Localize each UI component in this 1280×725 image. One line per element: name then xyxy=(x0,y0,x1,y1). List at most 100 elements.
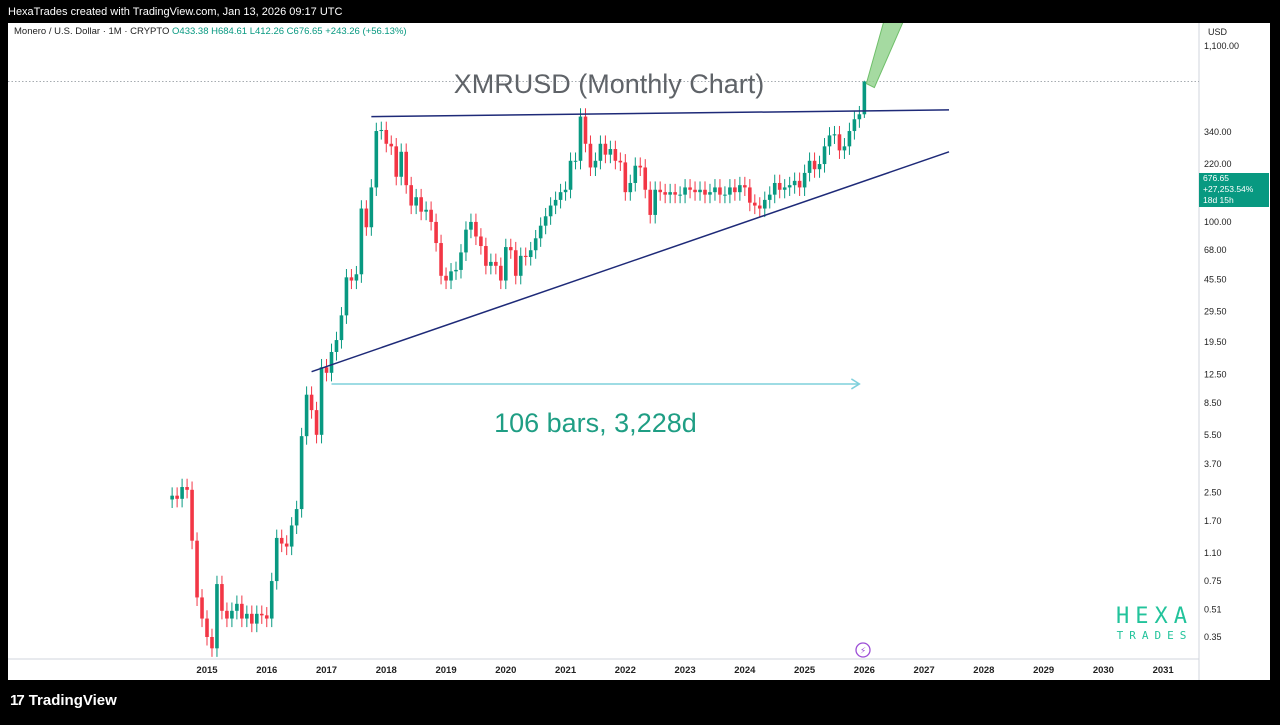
candle-body xyxy=(255,613,259,624)
candlestick-chart[interactable]: 0.35 0.51 0.75 1.10 1.70 2.50 3.70 5.50 8.50 12.5… xyxy=(8,23,1270,680)
candle xyxy=(404,143,408,194)
candle-body xyxy=(703,189,707,195)
x-tick-label: 2019 xyxy=(435,665,456,676)
candle xyxy=(334,331,339,361)
candle-body xyxy=(767,194,772,200)
candle xyxy=(767,186,772,209)
y-tick-label: 68.00 xyxy=(1204,245,1227,255)
candle xyxy=(688,179,692,199)
candle-body xyxy=(215,584,219,649)
chart-panel[interactable]: 0.35 0.51 0.75 1.10 1.70 2.50 3.70 5.50 8.50 12.5… xyxy=(8,23,1270,680)
candle-body xyxy=(748,187,752,203)
x-tick-label: 2023 xyxy=(675,665,696,676)
candle xyxy=(399,143,404,186)
candle xyxy=(259,605,264,624)
candle-body xyxy=(613,149,618,161)
candle-body xyxy=(324,367,329,373)
candle-body xyxy=(733,187,737,193)
y-axis-ticks: 0.35 0.51 0.75 1.10 1.70 2.50 3.70 5.50 8.50 12.5… xyxy=(1204,41,1239,642)
y-tick-label: 8.50 xyxy=(1204,398,1222,408)
candle-body xyxy=(449,271,453,281)
candle xyxy=(175,487,179,508)
y-tick-label: 1.70 xyxy=(1204,516,1222,526)
candle-body xyxy=(568,160,573,190)
x-tick-label: 2028 xyxy=(973,665,994,676)
candle-body xyxy=(334,340,339,352)
hexa-trades-watermark: HEXA TRADES xyxy=(1116,605,1193,643)
candle-body xyxy=(653,189,657,215)
candle xyxy=(583,108,588,153)
candle xyxy=(220,575,224,620)
candle-body xyxy=(245,613,249,619)
candle xyxy=(782,179,787,199)
candle-body xyxy=(523,255,528,258)
candle xyxy=(553,191,558,215)
candle xyxy=(289,517,294,556)
candle xyxy=(538,217,543,247)
candle-body xyxy=(379,129,384,132)
candle-body xyxy=(384,129,389,144)
candle xyxy=(484,237,488,275)
ohlc-high: H684.61 xyxy=(211,26,248,37)
candle xyxy=(653,181,657,224)
candle-body xyxy=(837,134,842,151)
candle xyxy=(180,478,184,508)
candle-body xyxy=(762,199,767,209)
candle-body xyxy=(399,151,404,177)
candle-body xyxy=(434,221,438,244)
candle-body xyxy=(608,149,613,155)
candle-body xyxy=(658,189,662,193)
candle xyxy=(264,607,269,628)
candle-body xyxy=(170,495,174,500)
currency-label[interactable]: USD xyxy=(1208,27,1228,37)
candle xyxy=(444,267,448,290)
candle-body xyxy=(718,187,722,195)
y-tick-label: 0.35 xyxy=(1204,632,1222,642)
symbol-name: Monero / U.S. Dollar · 1M · CRYPTO xyxy=(14,26,170,37)
candle xyxy=(464,221,468,261)
candle-body xyxy=(728,187,732,195)
candle xyxy=(563,181,568,201)
candle-body xyxy=(424,209,428,212)
y-tick-label: 1.10 xyxy=(1204,548,1222,558)
candle-body xyxy=(190,489,194,541)
candle-body xyxy=(414,197,418,206)
candle xyxy=(379,121,384,140)
candle-body xyxy=(364,208,369,228)
growth-arrow-icon xyxy=(865,23,904,89)
candle xyxy=(459,244,463,279)
candle xyxy=(628,174,633,201)
candle-body xyxy=(668,192,672,195)
candle-body xyxy=(210,637,214,649)
candle-body xyxy=(558,192,563,200)
event-icon[interactable] xyxy=(855,642,871,658)
candle-body xyxy=(598,143,603,161)
candle xyxy=(339,307,344,349)
date-range-arrowhead xyxy=(850,378,861,390)
candle-body xyxy=(349,277,354,281)
candle xyxy=(284,535,289,556)
candle-body xyxy=(489,261,493,266)
candle xyxy=(195,532,199,606)
candle-body xyxy=(195,540,199,598)
candle xyxy=(603,135,608,164)
candle xyxy=(713,179,717,201)
candle-body xyxy=(175,495,179,499)
candle xyxy=(683,179,687,204)
candle xyxy=(568,152,573,199)
candle-body xyxy=(513,250,518,276)
candle-body xyxy=(508,247,513,251)
support-trendline xyxy=(311,151,950,373)
candle xyxy=(827,127,832,155)
candle-body xyxy=(738,185,742,193)
candle-body xyxy=(374,131,379,188)
candle-body xyxy=(205,618,209,637)
candle xyxy=(269,572,274,628)
tradingview-logo[interactable]: 17 TradingView xyxy=(10,692,117,709)
candle-body xyxy=(753,202,757,206)
candle-body xyxy=(319,367,324,435)
candle xyxy=(718,179,722,204)
candle xyxy=(728,179,732,204)
candle-body xyxy=(404,151,408,186)
candle-body xyxy=(250,613,254,624)
